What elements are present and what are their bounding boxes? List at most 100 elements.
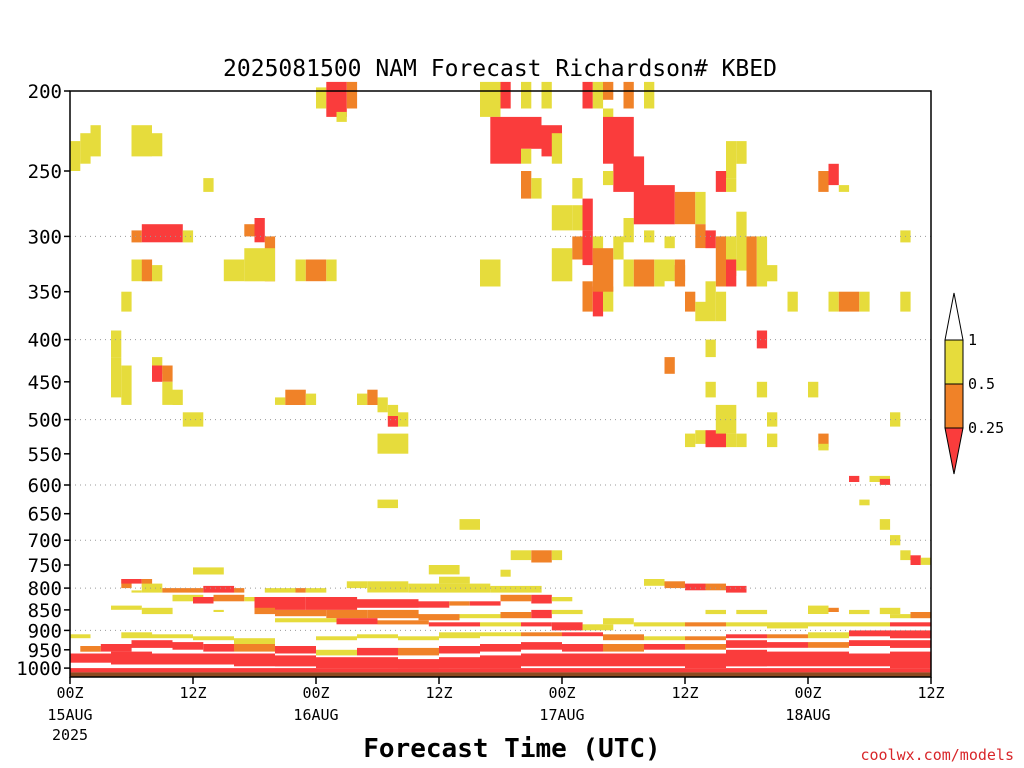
heatmap-cell-88 [674,191,696,225]
heatmap-cell-212 [480,622,521,627]
heatmap-cell-137 [859,499,870,506]
heatmap-cell-83 [603,171,614,186]
heatmap-cell-55 [551,133,563,164]
heatmap-cell-24 [346,81,358,109]
heatmap-cell-74 [654,259,665,287]
grid-layer [70,235,931,631]
heatmap-cell-159 [203,585,235,593]
heatmap-cell-170 [644,579,665,586]
heatmap-cell-216 [633,622,686,627]
heatmap-cell-257 [603,644,644,652]
y-tick-label-450: 450 [28,372,62,394]
heatmap-cell-136 [849,475,860,482]
heatmap-cell-256 [562,644,603,652]
x-tick-label-0: 00Z [56,684,83,702]
heatmap-cell-78 [603,108,614,126]
heatmap-cell-76 [592,81,604,109]
heatmap-cell-285 [890,651,931,669]
heatmap-cell-235 [603,634,644,641]
colorbar: 1 0.5 0.25 [944,292,1004,475]
heatmap-cell-229 [357,634,398,639]
heatmap-cell-60 [582,198,593,231]
heatmap-cell-239 [767,634,808,639]
heatmap-cell-195 [459,614,501,619]
heatmap-cell-247 [203,644,235,652]
heatmap-cell-265 [70,653,111,663]
heatmap-cell-284 [849,653,890,667]
heatmap-cell-210 [377,620,429,625]
heatmap-cell-120 [664,357,675,374]
heatmap-cell-81 [603,116,634,164]
heatmap-cell-174 [726,585,747,593]
heatmap-cell-189 [141,607,173,615]
heatmap-cell-56 [521,171,532,199]
plot-frame [69,90,932,678]
heatmap-cell-139 [879,478,891,485]
heatmap-cell-259 [685,644,726,650]
heatmap-cell-1 [80,133,91,164]
heatmap-cell-198 [551,609,583,615]
heatmap-cell-168 [439,583,491,593]
heatmap-cell-228 [316,636,357,641]
heatmap-cell-102 [674,265,686,287]
heatmap-cell-276 [521,653,562,667]
heatmap-cell-117 [859,291,870,312]
credit-link[interactable]: coolwx.com/models [860,746,1014,764]
heatmap-cell-33 [172,389,183,405]
y-tick-label-500: 500 [28,410,62,432]
heatmap-cell-67 [582,281,593,312]
colorbar-segment-yellow [944,339,964,385]
colorbar-segment-red [944,427,964,475]
heatmap-cell-280 [685,653,726,669]
x-tick-label-4: 00Z [548,684,575,702]
heatmap-cell-6 [131,230,142,243]
heatmap-cell-203 [828,607,839,612]
heatmap-cell-224 [121,632,153,639]
heatmap-cell-51 [490,116,522,164]
y-tick-label-350: 350 [28,282,62,304]
heatmap-cell-29 [152,357,163,374]
heatmap-cell-75 [582,81,593,109]
heatmap-cell-3 [131,125,152,157]
heatmap-cell-201 [736,609,768,615]
heatmap-cell-110 [767,265,778,282]
heatmap-cell-109 [756,259,768,282]
heatmap-cell-26 [111,330,122,358]
heatmap-cell-151 [439,576,470,584]
heatmap-cell-148 [551,550,563,561]
heatmap-cell-14 [244,248,255,282]
heatmap-cell-248 [234,644,275,652]
heatmap-cell-140 [879,519,891,530]
heatmap-cell-121 [705,339,716,358]
heatmap-cell-99 [736,211,747,271]
heatmap-cell-184 [469,601,501,606]
heatmap-cell-111 [787,291,798,312]
heatmap-cell-253 [439,646,480,654]
heatmap-cell-10 [141,259,153,282]
heatmap-cell-35 [275,397,286,405]
heatmap-cell-7 [141,224,183,243]
heatmap-cell-95 [705,281,716,322]
heatmap-cell-187 [551,597,573,602]
heatmap-cell-193 [367,609,419,619]
heatmap-cell-93 [705,230,716,249]
heatmap-cell-129 [756,330,768,349]
heatmap-cell-31 [162,365,173,382]
heatmap-cell-173 [705,583,726,591]
x-axis: 00Z 15AUG 2025 12Z 00Z 16AUG 12Z 00Z 17AUG 12Z 00Z… [47,677,945,744]
heatmap-cell-45 [377,499,398,509]
heatmap-cell-73 [633,259,655,287]
heatmap-cell-8 [182,230,194,243]
heatmap-cell-227 [234,638,275,644]
heatmap-cell-273 [398,659,439,669]
y-tick-label-950: 950 [28,640,62,662]
heatmap-cell-219 [767,622,808,629]
heatmap-cell-167 [408,583,440,593]
heatmap-cell-63 [551,248,573,282]
heatmap-cell-108 [726,178,737,192]
heatmap-cell-165 [346,581,368,589]
heatmap-cell-27 [111,357,122,398]
heatmap-cell-237 [685,636,726,641]
heatmap-cell-250 [316,649,357,656]
heatmap-cell-230 [398,636,439,641]
